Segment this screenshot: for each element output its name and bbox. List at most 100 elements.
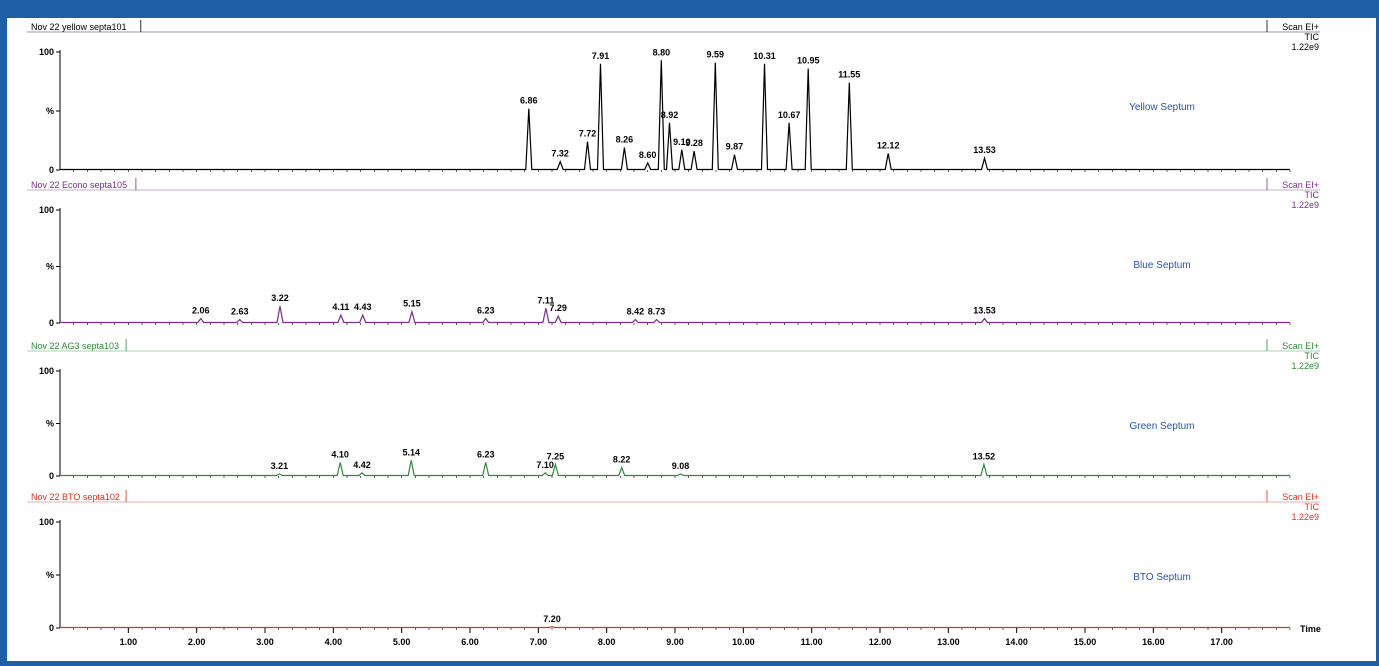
x-tick-label: 16.00 <box>1142 637 1165 647</box>
peak-label: 7.10 <box>536 460 554 470</box>
x-tick-label: 10.00 <box>732 637 755 647</box>
x-tick-label: 11.00 <box>801 637 823 647</box>
panel-title: Nov 22 BTO septa102 <box>31 492 120 502</box>
peak-label: 8.80 <box>653 47 671 57</box>
peak-label: 6.23 <box>477 449 495 459</box>
y-tick-label: % <box>46 106 54 116</box>
peak-label: 4.10 <box>331 449 349 459</box>
scan-label: Scan EI+ <box>1282 492 1319 502</box>
x-tick-label: 4.00 <box>325 637 343 647</box>
panel-title: Nov 22 AG3 septa103 <box>31 341 119 351</box>
x-tick-label: 17.00 <box>1210 637 1233 647</box>
peak-label: 9.08 <box>672 461 690 471</box>
y-tick-label: 100 <box>39 47 54 57</box>
x-tick-label: 5.00 <box>393 637 411 647</box>
scan-label: Scan EI+ <box>1282 180 1319 190</box>
peak-label: 7.25 <box>547 451 565 461</box>
peak-label: 7.91 <box>592 51 610 61</box>
y-tick-label: 100 <box>39 517 54 527</box>
intensity-label: 1.22e9 <box>1291 512 1319 522</box>
x-tick-label: 2.00 <box>188 637 206 647</box>
peak-label: 10.95 <box>797 56 820 66</box>
peak-label: 9.10 <box>673 137 691 147</box>
peak-label: 5.15 <box>403 299 421 309</box>
peak-label: 13.53 <box>973 305 996 315</box>
x-tick-label: 8.00 <box>598 637 616 647</box>
peak-label: 12.12 <box>877 140 900 150</box>
peak-label: 7.32 <box>551 149 569 159</box>
chromatogram-panel: Nov 22 yellow septa101 Scan EI+ TIC 1.22e9 1… <box>7 18 1376 661</box>
peak-label: 9.59 <box>707 50 725 60</box>
y-tick-label: % <box>46 570 54 580</box>
x-tick-label: 3.00 <box>256 637 274 647</box>
peak-label: 5.14 <box>402 447 420 457</box>
scan-label: Scan EI+ <box>1282 341 1319 351</box>
peak-label: 9.87 <box>726 142 744 152</box>
peak-label: 2.06 <box>192 305 210 315</box>
x-tick-label: 7.00 <box>530 637 548 647</box>
x-tick-label: 14.00 <box>1005 637 1028 647</box>
x-tick-label: 9.00 <box>666 637 684 647</box>
sample-annotation: Blue Septum <box>1133 260 1190 271</box>
peak-label: 6.86 <box>520 96 538 106</box>
intensity-label: 1.22e9 <box>1291 42 1319 52</box>
peak-label: 13.53 <box>973 145 996 155</box>
y-tick-label: 100 <box>39 205 54 215</box>
peak-label: 4.42 <box>353 460 371 470</box>
sample-annotation: Yellow Septum <box>1129 102 1195 113</box>
y-tick-label: 0 <box>49 471 54 481</box>
y-tick-label: 0 <box>49 165 54 175</box>
peak-label: 2.63 <box>231 307 249 317</box>
trace-line <box>60 626 1290 629</box>
intensity-label: 1.22e9 <box>1291 361 1319 371</box>
peak-label: 8.22 <box>613 455 631 465</box>
window-title-bar <box>0 0 1379 18</box>
y-tick-label: % <box>46 419 54 429</box>
peak-label: 3.21 <box>271 461 289 471</box>
sample-annotation: BTO Septum <box>1133 572 1191 583</box>
mode-label: TIC <box>1305 351 1320 361</box>
y-tick-label: 100 <box>39 366 54 376</box>
mode-label: TIC <box>1305 190 1320 200</box>
mode-label: TIC <box>1305 502 1320 512</box>
peak-label: 8.26 <box>616 135 634 145</box>
peak-label: 6.23 <box>477 305 495 315</box>
peak-label: 4.43 <box>354 302 372 312</box>
y-tick-label: % <box>46 262 54 272</box>
panel-title: Nov 22 Econo septa105 <box>31 180 127 190</box>
x-axis-label: Time <box>1300 624 1321 634</box>
x-tick-label: 1.00 <box>120 637 138 647</box>
sample-annotation: Green Septum <box>1129 421 1194 432</box>
peak-label: 7.20 <box>543 614 561 624</box>
panel-title: Nov 22 yellow septa101 <box>31 22 127 32</box>
x-tick-label: 12.00 <box>869 637 892 647</box>
peak-label: 8.42 <box>627 307 645 317</box>
x-axis: 1.00 2.00 3.00 4.00 5.00 6.00 7.00 8.00 9.00 10.0… <box>120 624 1321 647</box>
scan-label: Scan EI+ <box>1282 22 1319 32</box>
window-left-border <box>0 0 7 661</box>
trace-line <box>60 60 1290 171</box>
peak-label: 7.72 <box>579 129 597 139</box>
mode-label: TIC <box>1305 32 1320 42</box>
peak-label: 11.55 <box>838 70 860 80</box>
intensity-label: 1.22e9 <box>1291 200 1319 210</box>
x-tick-label: 15.00 <box>1074 637 1097 647</box>
peak-label: 4.11 <box>332 302 349 312</box>
peak-label: 7.11 <box>537 295 554 305</box>
trace-line <box>60 460 1290 477</box>
x-tick-label: 6.00 <box>461 637 479 647</box>
x-tick-label: 13.00 <box>937 637 960 647</box>
peak-label: 8.60 <box>639 150 657 160</box>
y-tick-label: 0 <box>49 318 54 328</box>
peak-label: 13.52 <box>973 451 996 461</box>
chromatogram-stack: Nov 22 yellow septa101 Scan EI+TIC1.22e91… <box>27 20 1321 647</box>
trace-line <box>60 305 1290 324</box>
peak-label: 8.73 <box>648 307 666 317</box>
peak-label: 10.31 <box>753 51 776 61</box>
y-tick-label: 0 <box>49 623 54 633</box>
peak-label: 7.29 <box>549 303 567 313</box>
